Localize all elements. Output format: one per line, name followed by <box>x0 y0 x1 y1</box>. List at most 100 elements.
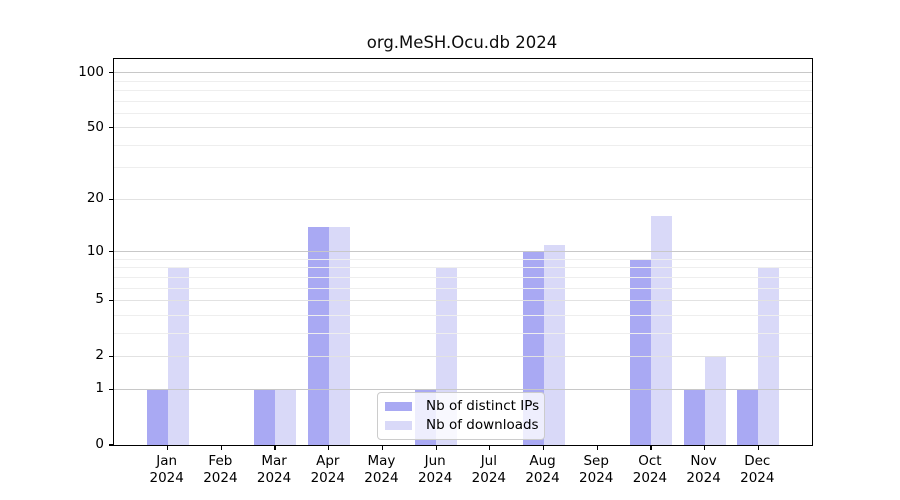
gridline <box>114 299 812 301</box>
gridline <box>114 80 812 82</box>
x-tick-month: Jan <box>156 453 178 469</box>
legend-label-downloads: Nb of downloads <box>426 417 539 433</box>
x-tick-mark <box>489 445 491 450</box>
bar-distinct-ips <box>146 389 168 445</box>
plot-area <box>109 58 813 450</box>
x-tick-label: Mar 2024 <box>242 453 306 487</box>
x-tick-year: 2024 <box>149 470 184 486</box>
x-tick-label: Oct 2024 <box>618 453 682 487</box>
x-tick-year: 2024 <box>525 470 560 486</box>
gridline <box>114 258 812 260</box>
legend-swatch-downloads <box>385 421 412 430</box>
x-tick-year: 2024 <box>417 470 453 486</box>
x-tick-mark <box>435 445 437 450</box>
bar-downloads <box>650 216 672 445</box>
x-tick-month: May <box>367 453 396 469</box>
x-tick-label: Feb 2024 <box>188 453 252 487</box>
gridline <box>114 355 812 357</box>
bar-downloads <box>275 389 297 445</box>
x-tick-mark <box>220 445 222 450</box>
x-tick-year: 2024 <box>256 470 292 486</box>
gridline <box>114 198 812 200</box>
x-tick-year: 2024 <box>579 470 614 486</box>
x-tick-year: 2024 <box>310 470 345 486</box>
x-tick-month: Jun <box>424 453 446 469</box>
bar-distinct-ips <box>254 389 276 445</box>
x-tick-month: Aug <box>529 453 556 469</box>
x-tick-year: 2024 <box>632 470 668 486</box>
x-tick-label: Sep 2024 <box>564 453 628 487</box>
bar-downloads <box>328 226 350 445</box>
gridline <box>114 167 812 169</box>
y-tick-label: 2 <box>95 347 104 364</box>
gridline <box>114 267 812 269</box>
x-tick-label: May 2024 <box>349 453 413 487</box>
gridline <box>114 112 812 114</box>
x-tick-label: Jan 2024 <box>135 453 199 487</box>
y-tick-mark <box>109 198 114 200</box>
bar-distinct-ips <box>737 389 759 445</box>
x-tick-year: 2024 <box>686 470 721 486</box>
bar-distinct-ips <box>307 226 329 445</box>
x-tick-mark <box>542 445 545 450</box>
y-tick-mark <box>109 72 114 74</box>
bar-distinct-ips <box>629 259 651 445</box>
gridline <box>114 100 812 102</box>
gridline <box>114 388 812 390</box>
y-tick-mark <box>109 127 114 129</box>
x-tick-month: Dec <box>744 453 771 469</box>
y-tick-label: 50 <box>86 118 104 135</box>
bar-downloads <box>543 244 565 445</box>
gridline <box>114 287 812 289</box>
gridline <box>114 90 812 91</box>
x-tick-mark <box>328 445 330 450</box>
y-tick-label: 100 <box>78 63 104 80</box>
x-tick-label: Jun 2024 <box>403 453 467 487</box>
gridline <box>114 276 812 278</box>
x-tick-mark <box>650 445 652 450</box>
x-tick-label: Aug 2024 <box>511 453 575 487</box>
x-tick-month: Apr <box>316 453 340 469</box>
y-tick-mark <box>109 388 114 390</box>
gridline <box>114 251 812 253</box>
x-tick-label: Apr 2024 <box>296 453 360 487</box>
y-tick-mark <box>109 250 114 253</box>
chart-title: org.MeSH.Ocu.db 2024 <box>366 33 558 52</box>
x-tick-mark <box>596 445 598 450</box>
x-tick-year: 2024 <box>364 470 399 486</box>
y-tick-label: 10 <box>86 242 104 259</box>
gridline <box>114 72 812 74</box>
x-tick-label: Jul 2024 <box>457 453 521 487</box>
y-tick-mark <box>109 444 114 446</box>
gridline <box>114 144 812 146</box>
legend-swatch-distinct-ips <box>385 402 412 411</box>
bar-distinct-ips <box>683 389 705 445</box>
x-tick-year: 2024 <box>740 470 775 486</box>
bar-downloads <box>704 356 726 445</box>
x-tick-label: Nov 2024 <box>672 453 736 487</box>
x-tick-mark <box>274 445 276 450</box>
y-tick-label: 5 <box>95 291 104 308</box>
x-tick-month: Jul <box>480 453 497 469</box>
y-tick-label: 1 <box>95 380 104 397</box>
gridline <box>114 127 812 129</box>
x-tick-month: Mar <box>261 453 287 469</box>
x-tick-year: 2024 <box>203 470 238 486</box>
gridline <box>114 314 812 316</box>
x-tick-label: Dec 2024 <box>725 453 789 487</box>
legend: Nb of distinct IPs Nb of downloads <box>377 392 545 440</box>
y-tick-mark <box>109 355 114 357</box>
x-tick-month: Sep <box>583 453 609 469</box>
x-tick-year: 2024 <box>471 470 507 486</box>
y-tick-label: 0 <box>95 436 104 452</box>
legend-item-distinct-ips: Nb of distinct IPs <box>385 398 540 414</box>
legend-item-downloads: Nb of downloads <box>385 417 539 433</box>
x-tick-month: Nov <box>690 453 717 469</box>
x-tick-mark <box>167 445 169 450</box>
legend-label-distinct-ips: Nb of distinct IPs <box>426 398 540 414</box>
x-tick-mark <box>757 445 759 450</box>
x-tick-month: Oct <box>638 453 662 469</box>
x-tick-mark <box>381 445 384 450</box>
x-tick-month: Feb <box>208 453 233 469</box>
